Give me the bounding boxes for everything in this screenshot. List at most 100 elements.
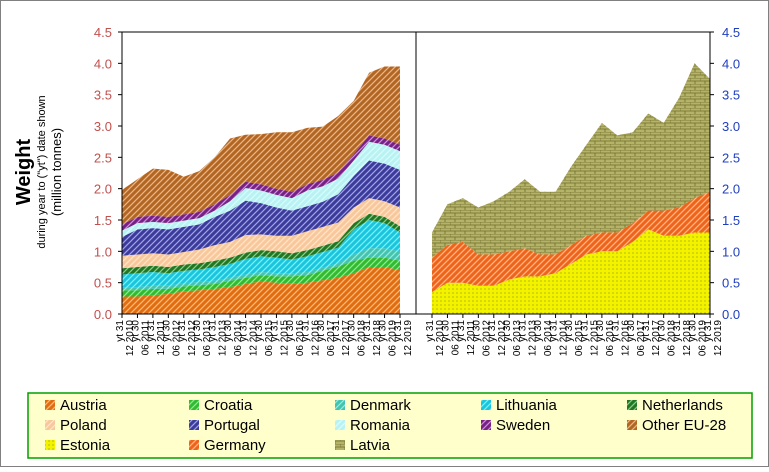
y-tick-label-right: 0.0: [722, 307, 740, 322]
y-axis-title: Weight during year to ("yt") date shown …: [13, 95, 64, 248]
legend-item-poland: Poland: [45, 417, 107, 434]
legend-label-croatia: Croatia: [204, 397, 253, 414]
x-tick-label-left: yt 3006 2017: [316, 320, 337, 357]
legend-label-netherlands: Netherlands: [642, 397, 723, 414]
x-tick-label-right: yt 3006 2018: [657, 320, 678, 357]
area-texture-left-netherlands: [122, 213, 400, 275]
area-texture-right-estonia: [432, 229, 710, 314]
axes: 0.0 0.0 0.5 0.5 1.0 1.0 1.5 1.5 2.0 2.0 2.5 2.5 3.0 3…: [94, 25, 740, 356]
y-tick-label-right: 3.5: [722, 88, 740, 103]
legend-item-netherlands: Netherlands: [627, 397, 723, 414]
legend-swatch-texture-germany: [189, 440, 199, 450]
legend-item-croatia: Croatia: [189, 397, 253, 414]
area-texture-left-croatia: [122, 257, 400, 297]
y-tick-label-right: 1.5: [722, 213, 740, 228]
x-tick-label-right: yt 3006 2011: [440, 320, 461, 356]
x-tick-label-right: yt 3112 2011: [456, 320, 477, 356]
y-tick-label-left: 0.5: [94, 276, 112, 291]
legend-swatch-texture-netherlands: [627, 400, 637, 410]
ylabel-sub2: (million tonnes): [49, 128, 64, 216]
legend-item-lithuania: Lithuania: [481, 397, 558, 414]
area-texture-right-latvia: [432, 63, 710, 258]
area-texture-right-germany: [432, 191, 710, 293]
y-tick-label-left: 4.5: [94, 25, 112, 40]
y-tick-label-right: 4.5: [722, 25, 740, 40]
x-tick-label-left: yt 3112 2014: [239, 320, 260, 357]
x-tick-label-left: yt 3006 2018: [347, 320, 368, 357]
x-tick-label-left: yt 3006 2015: [254, 320, 275, 357]
x-tick-label-left: yt 3112 2012: [177, 320, 198, 357]
x-tick-label-left: yt 3112 2015: [269, 320, 290, 357]
legend-swatch-texture-poland: [45, 420, 55, 430]
legend-label-poland: Poland: [60, 417, 107, 434]
x-tick-label-left: yt 3006 2019: [378, 320, 399, 357]
legend-label-romania: Romania: [350, 417, 411, 434]
legend-swatch-texture-austria: [45, 400, 55, 410]
y-tick-label-left: 2.5: [94, 150, 112, 165]
x-tick-label-left: yt 3112 2018: [362, 320, 383, 357]
legend-item-austria: Austria: [45, 397, 107, 414]
legend-swatch-texture-croatia: [189, 400, 199, 410]
legend-item-romania: Romania: [335, 417, 411, 434]
y-tick-label-right: 4.0: [722, 56, 740, 71]
legend-swatch-texture-estonia: [45, 440, 55, 450]
y-tick-label-left: 1.0: [94, 244, 112, 259]
legend-swatch-texture-other-eu-28: [627, 420, 637, 430]
x-tick-label-left: yt 3112 2010: [115, 320, 136, 357]
left-panel: [122, 66, 400, 314]
legend-label-sweden: Sweden: [496, 417, 550, 434]
legend-item-latvia: Latvia: [335, 437, 391, 454]
area-texture-left-lithuania: [122, 220, 400, 288]
legend-label-estonia: Estonia: [60, 437, 111, 454]
legend-label-latvia: Latvia: [350, 437, 391, 454]
legend-swatch-texture-latvia: [335, 440, 345, 450]
x-tick-label-left: yt 3112 2011: [146, 320, 167, 356]
x-tick-label-right: yt 3006 2017: [626, 320, 647, 357]
x-tick-label-right: yt 3112 2019: [703, 320, 724, 357]
area-texture-left-romania: [122, 141, 400, 237]
ylabel-sub1: during year to ("yt") date shown: [36, 95, 48, 248]
x-tick-label-right: yt 3112 2010: [425, 320, 446, 357]
legend-swatch-texture-lithuania: [481, 400, 491, 410]
x-tick-label-right: yt 3006 2019: [688, 320, 709, 357]
x-tick-label-right: yt 3112 2017: [641, 320, 662, 357]
right-panel: [432, 63, 710, 314]
area-texture-left-other-eu-28: [122, 66, 400, 225]
legend-item-portugal: Portugal: [189, 417, 260, 434]
ylabel-main: Weight: [13, 139, 35, 206]
x-tick-label-right: yt 3006 2013: [502, 320, 523, 357]
legend-item-denmark: Denmark: [335, 397, 411, 414]
x-tick-label-left: yt 3112 2017: [331, 320, 352, 357]
x-tick-label-right: yt 3112 2014: [549, 320, 570, 357]
x-tick-label-right: yt 3112 2016: [610, 320, 631, 357]
y-tick-label-right: 1.0: [722, 244, 740, 259]
x-tick-label-left: yt 3006 2014: [223, 320, 244, 357]
y-tick-label-left: 1.5: [94, 213, 112, 228]
legend-label-other-eu-28: Other EU-28: [642, 417, 726, 434]
legend-label-germany: Germany: [204, 437, 266, 454]
legend-swatch-texture-romania: [335, 420, 345, 430]
area-texture-left-portugal: [122, 160, 400, 256]
y-tick-label-left: 2.0: [94, 182, 112, 197]
x-tick-label-left: yt 3112 2013: [208, 320, 229, 357]
area-texture-left-denmark: [122, 248, 400, 291]
y-tick-label-right: 2.0: [722, 182, 740, 197]
legend-item-other-eu-28: Other EU-28: [627, 417, 726, 434]
legend-label-portugal: Portugal: [204, 417, 260, 434]
y-tick-label-right: 2.5: [722, 150, 740, 165]
x-tick-label-left: yt 3006 2016: [285, 320, 306, 357]
x-tick-label-right: yt 3112 2013: [518, 320, 539, 357]
x-tick-label-left: yt 3006 2011: [130, 320, 151, 356]
legend-swatch-texture-denmark: [335, 400, 345, 410]
legend-item-estonia: Estonia: [45, 437, 111, 454]
legend-item-germany: Germany: [189, 437, 266, 454]
x-tick-label-right: yt 3006 2014: [533, 320, 554, 357]
x-tick-label-right: yt 3112 2015: [579, 320, 600, 357]
x-tick-label-right: yt 3006 2016: [595, 320, 616, 357]
x-tick-label-right: yt 3112 2018: [672, 320, 693, 357]
legend-label-denmark: Denmark: [350, 397, 411, 414]
legend: Austria Croatia Denmark Lithuania Netherland…: [27, 392, 753, 459]
x-tick-label-right: yt 3006 2012: [471, 320, 492, 357]
legend-swatch-texture-sweden: [481, 420, 491, 430]
